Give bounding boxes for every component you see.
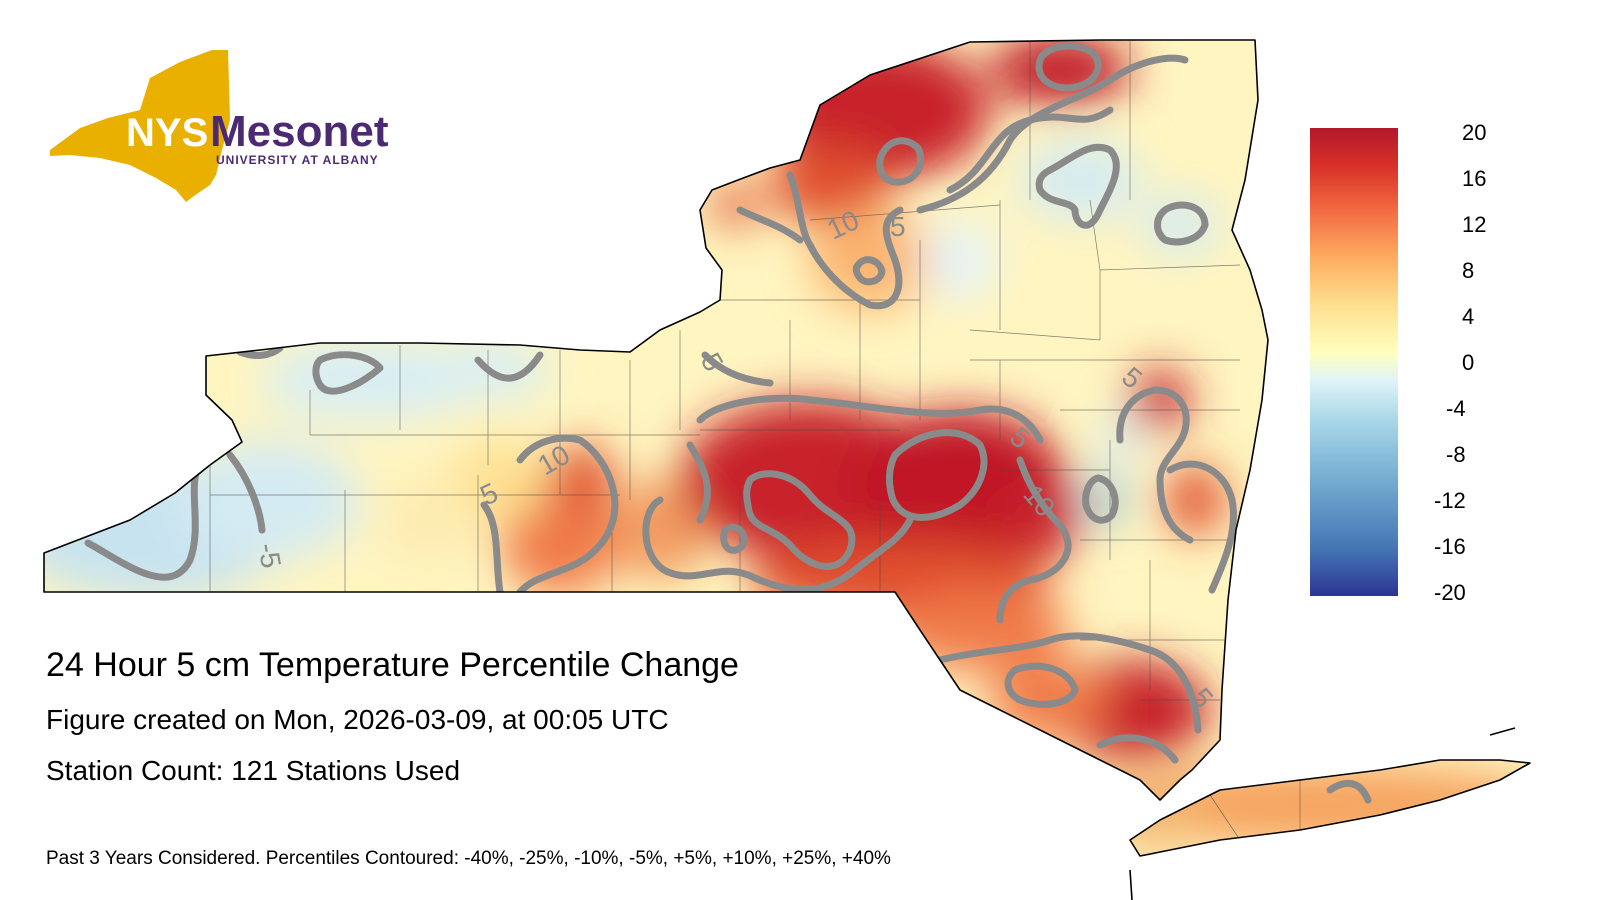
logo-university-text: UNIVERSITY AT ALBANY	[216, 153, 379, 167]
state-outline	[43, 39, 1531, 900]
colorbar-tick: -16	[1434, 534, 1466, 559]
figure-title: 24 Hour 5 cm Temperature Percentile Chan…	[46, 646, 739, 684]
colorbar-tick: 4	[1462, 304, 1475, 329]
logo-mesonet-text: Mesonet	[210, 107, 389, 156]
colorbar-tick: -12	[1434, 488, 1466, 513]
colorbar-tick: -4	[1446, 396, 1466, 421]
contour-label: -5	[252, 541, 287, 571]
colorbar-tick: 8	[1462, 258, 1475, 283]
contour-label: 5	[890, 211, 906, 242]
created-timestamp: Figure created on Mon, 2026-03-09, at 00…	[46, 704, 669, 735]
colorbar-tick: 12	[1462, 212, 1487, 237]
colorbar-tick: -8	[1446, 442, 1466, 467]
colorbar-tick: 0	[1462, 350, 1475, 375]
footnote: Past 3 Years Considered. Percentiles Con…	[46, 848, 891, 869]
colorbar-tick: 16	[1462, 166, 1487, 191]
nys-state-silhouette	[50, 50, 230, 202]
colorbar-tick: 20	[1462, 120, 1487, 145]
station-count: Station Count: 121 Stations Used	[46, 755, 461, 786]
contour-lines	[84, 42, 1372, 804]
nys-mesonet-logo: NYS Mesonet UNIVERSITY AT ALBANY	[50, 50, 389, 202]
colorbar-tick: -20	[1434, 580, 1466, 605]
logo-nys-text: NYS	[126, 111, 208, 155]
colorbar	[1310, 128, 1398, 596]
